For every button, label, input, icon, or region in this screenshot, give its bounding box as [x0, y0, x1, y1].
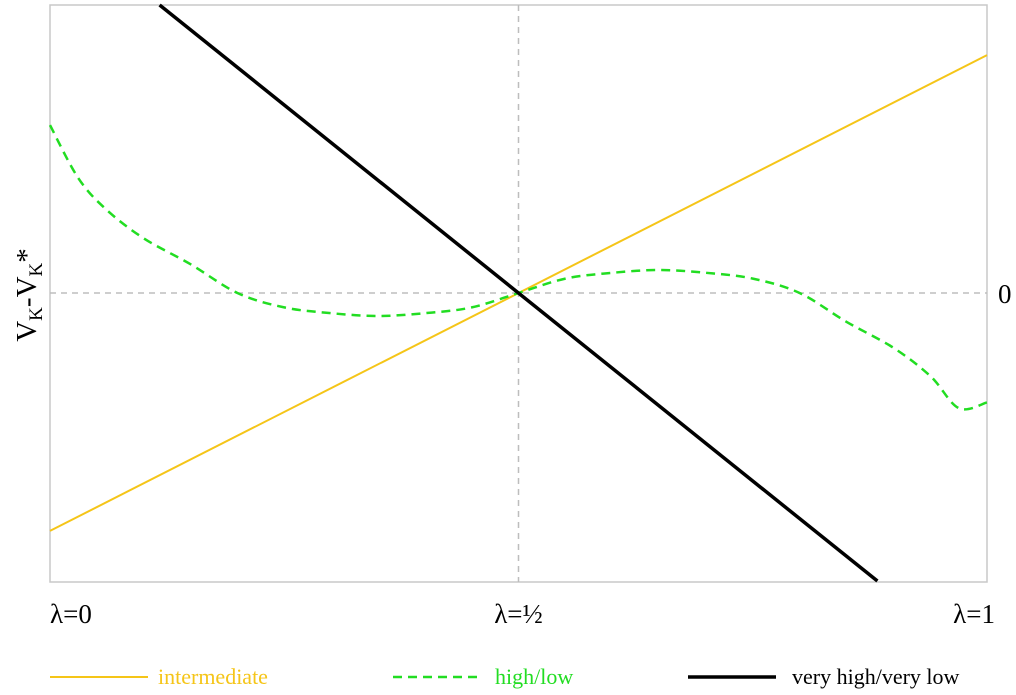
series-line-very-high-very-low [158, 3, 879, 583]
series-layer [48, 3, 988, 583]
y-axis-label: VK-VK* [11, 248, 47, 342]
x-tick-label: λ=½ [494, 599, 543, 629]
x-tick-label: λ=1 [953, 599, 995, 629]
y-tick-label: 0 [998, 279, 1012, 309]
legend: intermediate high/low very high/very low [50, 664, 960, 689]
y-tick-labels: 0 [998, 279, 1012, 309]
x-tick-labels: λ=0 λ=½ λ=1 [50, 599, 995, 629]
legend-label-intermediate: intermediate [158, 664, 268, 689]
legend-label-very-high-very-low: very high/very low [792, 664, 960, 689]
series-line-high-low [48, 124, 988, 411]
x-tick-label: λ=0 [50, 599, 92, 629]
legend-label-high-low: high/low [495, 664, 573, 689]
